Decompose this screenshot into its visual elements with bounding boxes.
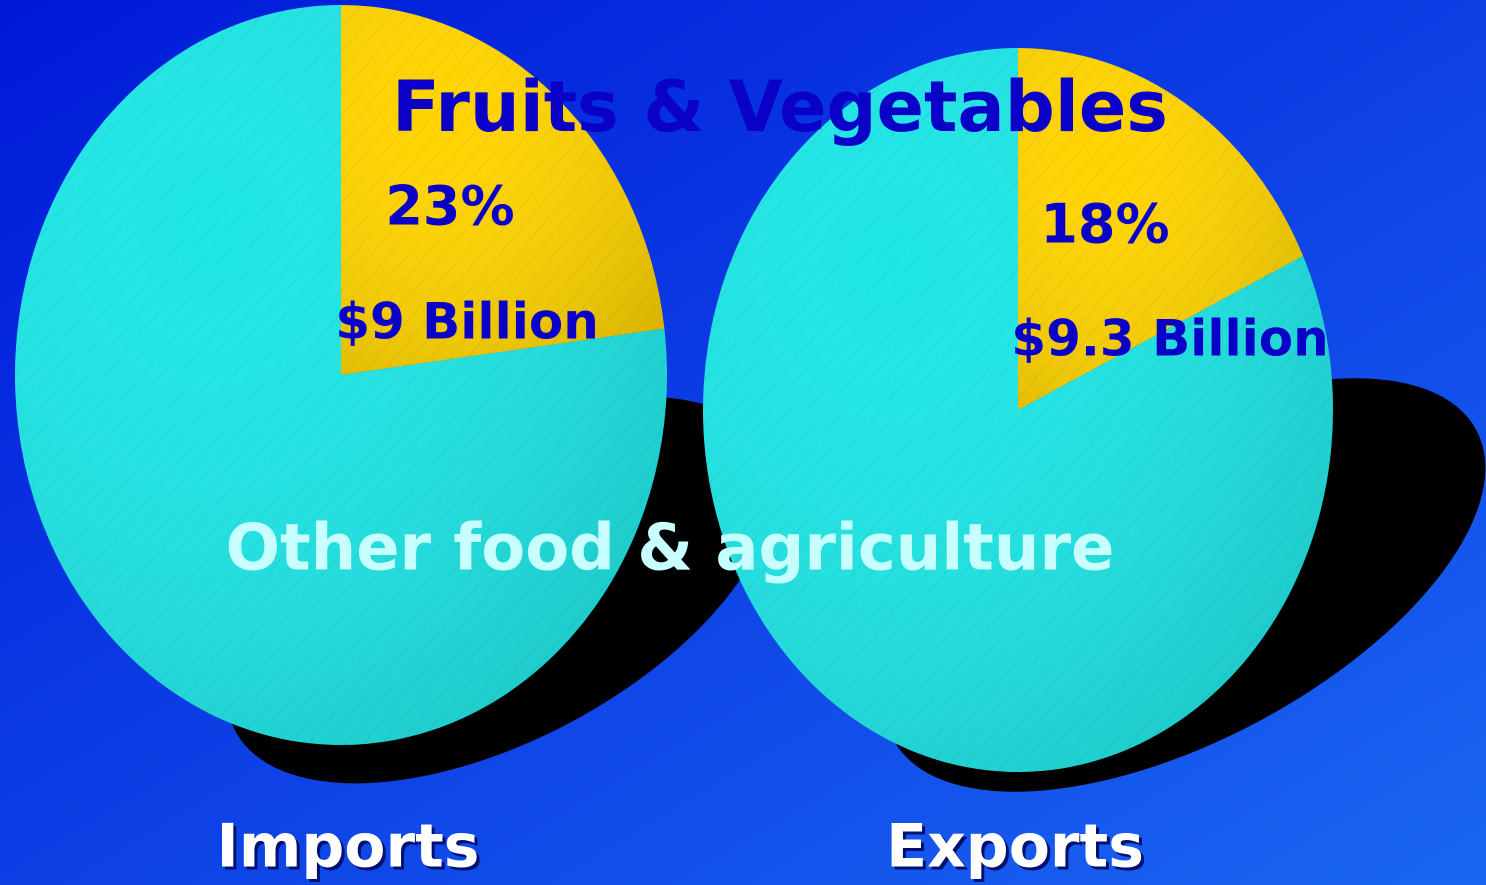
category-label: Other food & agriculture bbox=[226, 512, 1115, 586]
value-label: 18% bbox=[1040, 193, 1169, 256]
series-name: Imports bbox=[217, 812, 480, 882]
slice-shading bbox=[341, 5, 665, 375]
series-name-shadow: Exports bbox=[889, 815, 1147, 885]
amount-label: $9 Billion bbox=[335, 293, 599, 351]
slice-shading bbox=[1018, 47, 1304, 410]
series-name: Exports bbox=[886, 812, 1144, 882]
slice-shading bbox=[703, 48, 1334, 772]
slice-shading bbox=[14, 5, 667, 746]
amount-label: $9.3 Billion bbox=[1011, 310, 1328, 368]
series-name-shadow: Imports bbox=[220, 815, 483, 885]
value-label: 23% bbox=[385, 175, 514, 238]
pies bbox=[14, 5, 1334, 772]
labels: Fruits & Vegetables Other food & agricul… bbox=[217, 66, 1329, 885]
category-label: Fruits & Vegetables bbox=[392, 66, 1168, 148]
